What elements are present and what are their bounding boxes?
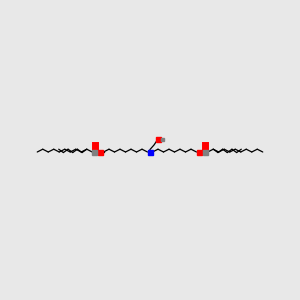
Bar bbox=[92, 149, 97, 154]
Bar bbox=[161, 137, 164, 140]
Bar bbox=[155, 136, 160, 142]
Bar bbox=[98, 149, 103, 154]
Bar bbox=[203, 149, 208, 154]
Bar bbox=[148, 149, 152, 154]
Bar bbox=[197, 149, 202, 154]
